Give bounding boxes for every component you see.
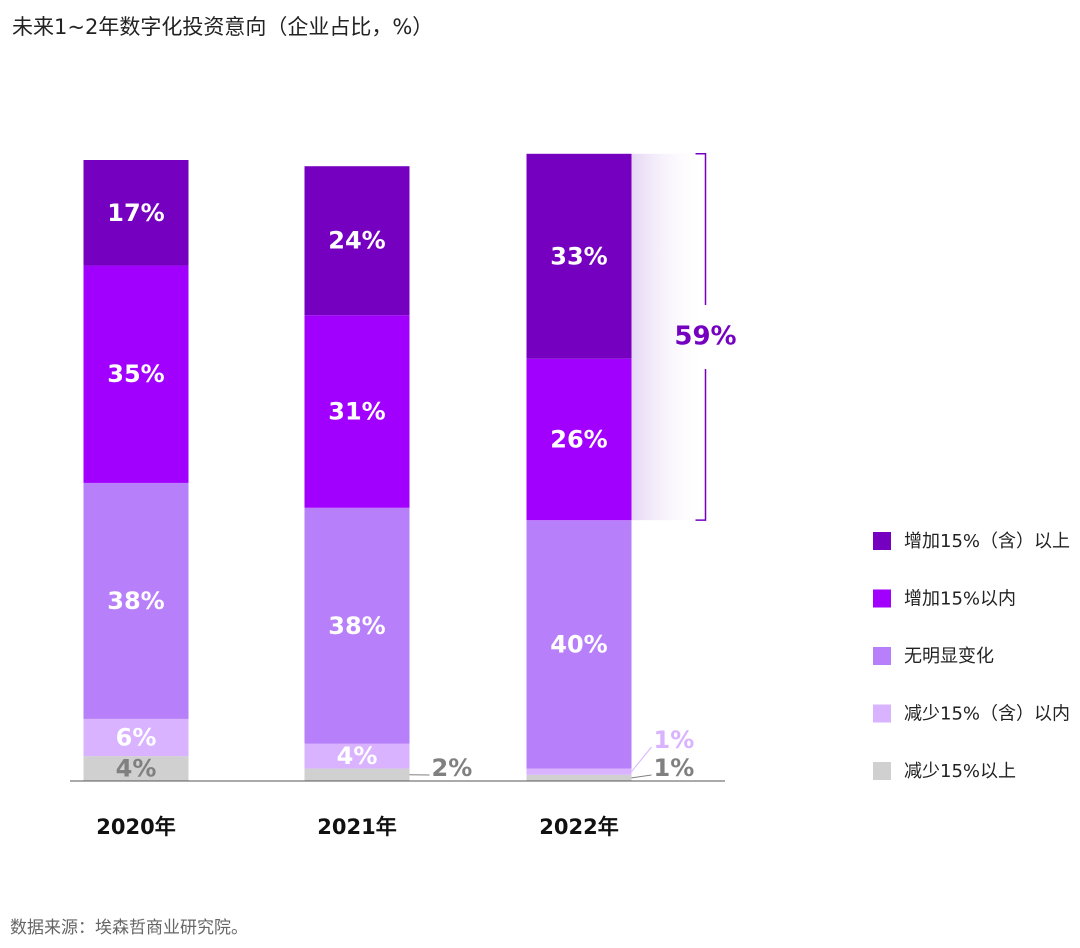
data-label: 38% [107, 587, 164, 615]
data-label: 2% [432, 754, 473, 782]
bar-segment [526, 153, 632, 359]
data-label: 35% [107, 360, 164, 388]
bar-segment [83, 756, 189, 781]
data-label: 1% [654, 754, 695, 782]
bar-segment [526, 358, 632, 521]
bar-segment [304, 743, 410, 769]
bar-segment [304, 166, 410, 316]
bar-segment [83, 265, 189, 483]
bracket-label: 59% [674, 321, 736, 351]
bar-segment [526, 768, 632, 775]
chart-title: 未来1~2年数字化投资意向（企业占比，%） [12, 15, 433, 39]
legend-label: 增加15%以内 [904, 589, 1016, 610]
legend-label: 减少15%（含）以内 [904, 704, 1070, 725]
data-label: 4% [116, 755, 157, 783]
bar-segment [83, 482, 189, 719]
data-label: 1% [654, 726, 695, 754]
data-label: 26% [550, 425, 607, 453]
legend-swatch [873, 704, 891, 723]
leader-line [631, 774, 652, 779]
legend-label: 减少15%以上 [904, 761, 1016, 782]
data-label: 4% [337, 742, 378, 770]
data-label: 38% [328, 612, 385, 640]
source-note: 数据来源：埃森哲商业研究院。 [10, 918, 248, 938]
legend-label: 增加15%（含）以上 [904, 531, 1070, 552]
bar-segment [526, 774, 632, 781]
data-label: 24% [328, 227, 385, 255]
bar-segment [83, 160, 189, 266]
legend-label: 无明显变化 [904, 646, 994, 667]
bracket [695, 153, 707, 521]
bar-segment [83, 718, 189, 757]
x-tick-label: 2021年 [317, 815, 396, 839]
leader-line [631, 746, 652, 772]
bar-segment [304, 768, 410, 781]
legend-swatch [873, 647, 891, 665]
data-label: 31% [328, 398, 385, 426]
legend-swatch [873, 589, 891, 608]
bracket-fill [631, 153, 706, 521]
bar-segment [304, 315, 410, 508]
data-label: 17% [107, 199, 164, 227]
legend-swatch [873, 532, 891, 550]
x-tick-label: 2022年 [539, 815, 618, 839]
data-label: 6% [116, 724, 157, 752]
bar-segment [526, 520, 632, 769]
bar-segment [304, 507, 410, 744]
data-label: 33% [550, 242, 607, 270]
data-label: 40% [550, 630, 607, 658]
x-tick-label: 2020年 [96, 815, 175, 839]
legend-swatch [873, 762, 891, 780]
